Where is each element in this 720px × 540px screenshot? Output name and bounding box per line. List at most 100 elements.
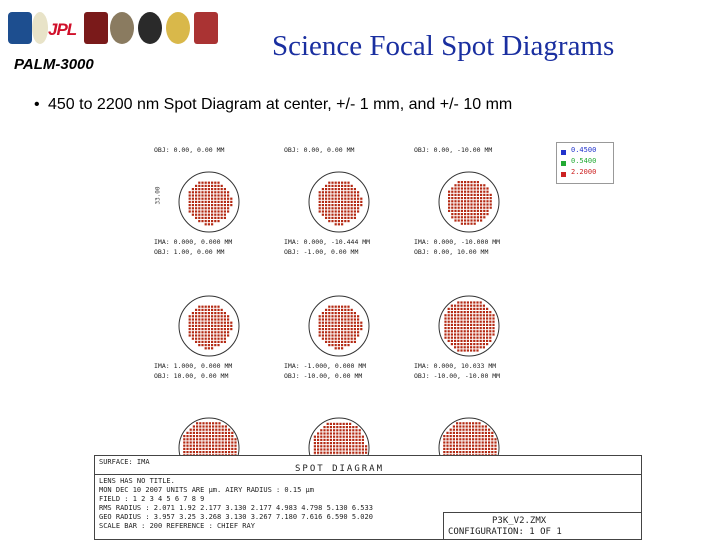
- spot-point: [472, 451, 475, 454]
- spot-point: [320, 438, 323, 441]
- spot-point: [188, 334, 191, 337]
- spot-point: [463, 311, 466, 314]
- file-name: P3K_V2.ZMX: [492, 516, 547, 526]
- spot-point: [492, 317, 495, 320]
- spot-point: [220, 340, 223, 343]
- spot-point: [470, 213, 473, 216]
- spot-point: [443, 441, 446, 444]
- spot-point: [220, 318, 223, 321]
- spot-point: [481, 444, 484, 447]
- spot-point: [486, 213, 489, 216]
- spot-point: [196, 441, 199, 444]
- spot-point: [326, 448, 329, 451]
- spot-point: [218, 438, 221, 441]
- spot-point: [480, 203, 483, 206]
- object-coordinate-label: OBJ: -10.00, -10.00 MM: [414, 372, 501, 380]
- spot-point: [470, 333, 473, 336]
- spot-point: [217, 315, 220, 318]
- spot-point: [467, 216, 470, 219]
- spot-point: [212, 428, 215, 431]
- spot-point: [460, 181, 463, 184]
- spot-point: [476, 216, 479, 219]
- spot-point: [186, 444, 189, 447]
- spot-point: [447, 317, 450, 320]
- spot-point: [217, 305, 220, 308]
- spot-point: [353, 328, 356, 331]
- spot-point: [331, 324, 334, 327]
- spot-point: [473, 330, 476, 333]
- spot-point: [198, 191, 201, 194]
- spot-point: [491, 447, 494, 450]
- spot-point: [198, 334, 201, 337]
- spot-point: [195, 340, 198, 343]
- spot-point: [488, 444, 491, 447]
- spot-point: [353, 200, 356, 203]
- airy-disk-circle: [438, 295, 500, 357]
- spot-point: [337, 340, 340, 343]
- spot-point: [444, 327, 447, 330]
- spot-point: [223, 200, 226, 203]
- spot-point: [486, 320, 489, 323]
- spot-point: [460, 203, 463, 206]
- spot-point: [451, 197, 454, 200]
- spot-point: [345, 442, 348, 445]
- spot-point: [470, 314, 473, 317]
- spot-point: [478, 422, 481, 425]
- spot-point: [212, 441, 215, 444]
- spot-point: [201, 191, 204, 194]
- spot-point: [223, 337, 226, 340]
- spot-point: [344, 181, 347, 184]
- spot-point: [460, 314, 463, 317]
- spot-point: [218, 425, 221, 428]
- spot-point: [205, 444, 208, 447]
- legend-label: 0.4500: [571, 146, 597, 154]
- spot-point: [325, 191, 328, 194]
- spot-point: [489, 197, 492, 200]
- spot-point: [221, 425, 224, 428]
- spot-point: [337, 321, 340, 324]
- spot-point: [192, 441, 195, 444]
- scale-bar-row: SCALE BAR : 200 REFERENCE : CHIEF RAY: [99, 522, 255, 530]
- spot-point: [223, 312, 226, 315]
- spot-point: [325, 200, 328, 203]
- spot-point: [470, 181, 473, 184]
- spot-point: [227, 324, 230, 327]
- spot-point: [465, 441, 468, 444]
- spot-point: [214, 321, 217, 324]
- page-title: Science Focal Spot Diagrams: [272, 30, 615, 62]
- spot-point: [191, 312, 194, 315]
- spot-point: [198, 207, 201, 210]
- spot-point: [463, 320, 466, 323]
- spot-point: [201, 340, 204, 343]
- spot-point: [195, 194, 198, 197]
- spot-point: [339, 438, 342, 441]
- spot-point: [355, 432, 358, 435]
- lens-title-line: LENS HAS NO TITLE.: [99, 477, 175, 485]
- spot-point: [339, 442, 342, 445]
- spot-point: [489, 330, 492, 333]
- spot-point: [467, 222, 470, 225]
- spot-point: [188, 207, 191, 210]
- spot-point: [481, 435, 484, 438]
- spot-point: [221, 431, 224, 434]
- spot-point: [211, 223, 214, 226]
- spot-point: [337, 337, 340, 340]
- spot-point: [476, 184, 479, 187]
- spot-point: [336, 429, 339, 432]
- spot-point: [456, 444, 459, 447]
- spot-point: [473, 320, 476, 323]
- spot-point: [459, 441, 462, 444]
- spot-point: [476, 311, 479, 314]
- spot-point: [331, 321, 334, 324]
- spot-point: [460, 346, 463, 349]
- spot-point: [334, 308, 337, 311]
- spot-point: [347, 305, 350, 308]
- spot-point: [452, 438, 455, 441]
- spot-point: [457, 346, 460, 349]
- spot-point: [211, 324, 214, 327]
- spot-point: [454, 203, 457, 206]
- spot-point: [323, 448, 326, 451]
- spot-point: [199, 428, 202, 431]
- spot-point: [479, 327, 482, 330]
- spot-point: [482, 330, 485, 333]
